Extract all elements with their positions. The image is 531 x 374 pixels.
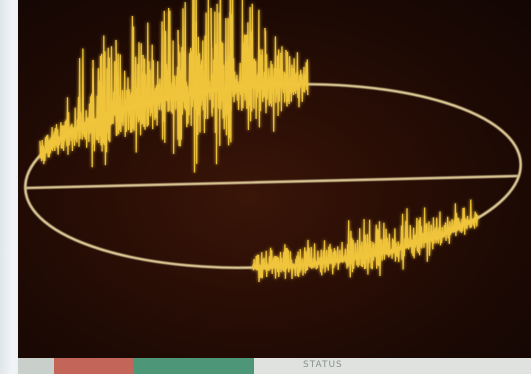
upper-spike-4 bbox=[195, 21, 198, 116]
lower-noise-trace bbox=[252, 199, 479, 283]
upper-spike-0 bbox=[92, 59, 95, 145]
upper-spike-3 bbox=[177, 29, 180, 119]
upper-spike-5 bbox=[210, 7, 213, 113]
upper-spike-1 bbox=[115, 39, 118, 136]
strip-segment-green bbox=[134, 358, 254, 374]
upper-spike-2 bbox=[142, 54, 145, 128]
lower-signal-burst bbox=[252, 199, 479, 283]
strip-segment-gray bbox=[254, 358, 531, 374]
strip-segment-red bbox=[54, 358, 134, 374]
oscilloscope-display bbox=[21, 0, 523, 283]
strip-label: STATUS bbox=[303, 360, 343, 370]
upper-spike-7 bbox=[245, 34, 248, 109]
horizontal-baseline bbox=[25, 174, 519, 190]
upper-spike-6 bbox=[229, 11, 232, 111]
oscilloscope-screen bbox=[18, 0, 531, 360]
upper-signal-burst bbox=[39, 0, 309, 173]
bottom-label-strip: STATUS bbox=[18, 358, 531, 374]
upper-noise-trace bbox=[39, 0, 309, 173]
upper-spike-8 bbox=[264, 27, 267, 108]
upper-spike-9 bbox=[285, 49, 288, 107]
